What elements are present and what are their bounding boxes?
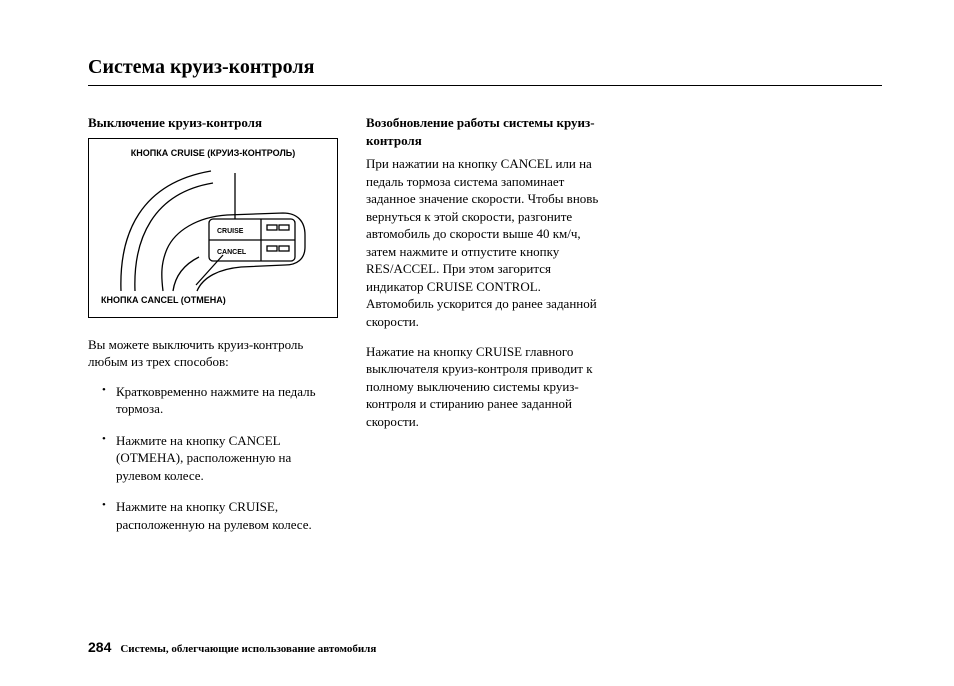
empty-column bbox=[638, 114, 882, 547]
page-title: Система круиз-контроля bbox=[88, 56, 882, 79]
manual-page: Система круиз-контроля Выключение круиз-… bbox=[0, 0, 954, 686]
list-item: Нажмите на кнопку CANCEL (ОТМЕНА), распо… bbox=[102, 432, 338, 485]
figure-label-cruise: КНОПКА CRUISE (КРУИЗ-КОНТРОЛЬ) bbox=[89, 147, 337, 159]
steering-wheel-diagram: CRUISE CANCEL bbox=[101, 163, 327, 293]
page-footer: 284 Системы, облегчающие использование а… bbox=[88, 639, 376, 656]
footer-text: Системы, облегчающие использование автом… bbox=[120, 643, 376, 655]
cruise-button-label: CRUISE bbox=[217, 228, 244, 235]
left-intro: Вы можете выключить круиз-контроль любым… bbox=[88, 336, 338, 371]
left-column: Выключение круиз-контроля КНОПКА CRUISE … bbox=[88, 114, 338, 547]
right-heading: Возобновление работы системы круиз-контр… bbox=[366, 114, 610, 149]
figure-label-cancel: КНОПКА CANCEL (ОТМЕНА) bbox=[101, 294, 226, 306]
bullet-list: Кратковременно нажмите на педаль тормоза… bbox=[102, 383, 338, 534]
columns: Выключение круиз-контроля КНОПКА CRUISE … bbox=[88, 114, 882, 547]
right-paragraph-2: Нажатие на кнопку CRUISE главного выключ… bbox=[366, 343, 610, 431]
list-item: Нажмите на кнопку CRUISE, расположенную … bbox=[102, 498, 338, 533]
list-item: Кратковременно нажмите на педаль тормоза… bbox=[102, 383, 338, 418]
cancel-button-label: CANCEL bbox=[217, 249, 247, 256]
steering-wheel-figure: КНОПКА CRUISE (КРУИЗ-КОНТРОЛЬ) bbox=[88, 138, 338, 318]
left-heading: Выключение круиз-контроля bbox=[88, 114, 338, 132]
right-column: Возобновление работы системы круиз-контр… bbox=[366, 114, 610, 547]
right-paragraph-1: При нажатии на кнопку CANCEL или на педа… bbox=[366, 155, 610, 330]
title-rule bbox=[88, 85, 882, 86]
page-number: 284 bbox=[88, 639, 111, 655]
